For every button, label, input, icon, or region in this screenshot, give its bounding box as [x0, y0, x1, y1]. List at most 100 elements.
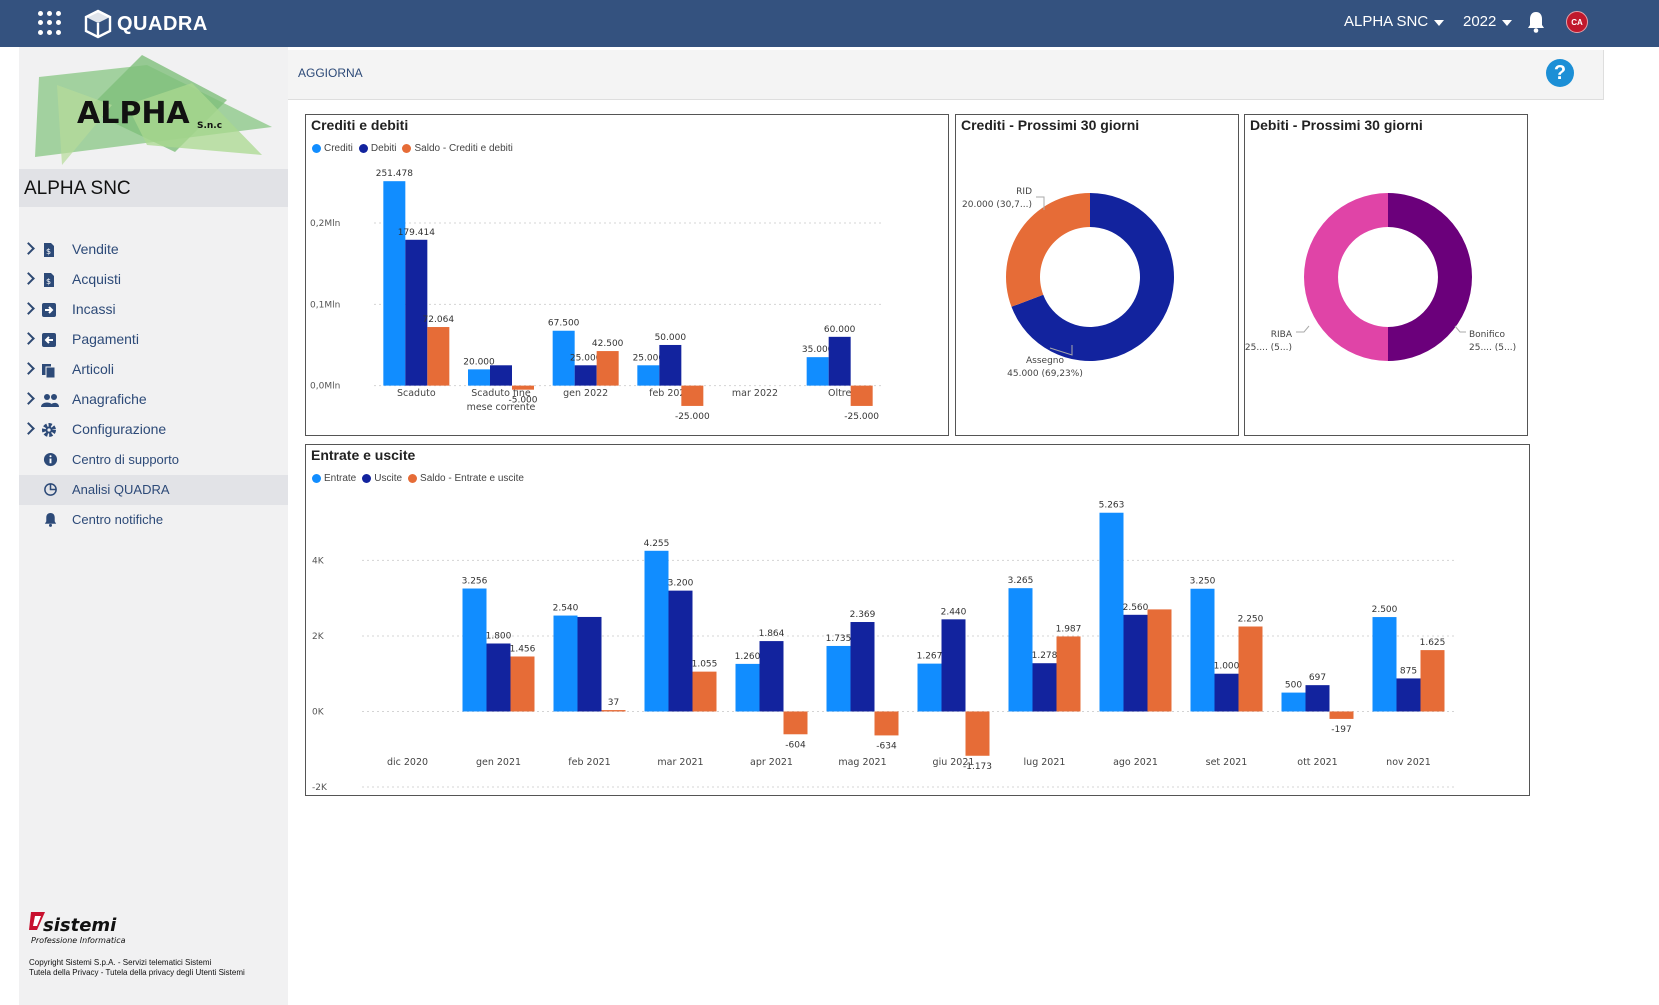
sidebar-item-centro-notifiche[interactable]: Centro notifiche [19, 505, 288, 535]
bar-saldo-crediti-e-debiti [512, 385, 534, 390]
arrow-out-icon [42, 333, 56, 347]
y-tick-label: 0,0Mln [310, 382, 340, 392]
data-label: -5.000 [508, 396, 537, 406]
company-selector-label: ALPHA SNC [1344, 13, 1429, 30]
data-label: 4.255 [644, 539, 670, 549]
sidebar-item-label: Incassi [72, 301, 116, 317]
sidebar-item-incassi[interactable]: Incassi [19, 295, 288, 325]
report-toolbar: AGGIORNA ? [288, 50, 1604, 100]
data-label: 50.000 [655, 333, 687, 343]
bar-entrate [462, 588, 487, 712]
data-label: 251.478 [376, 169, 413, 179]
data-label: 1.260 [735, 652, 761, 662]
chevron-right-icon [22, 242, 35, 255]
bar-entrate [1281, 692, 1306, 712]
slice-value-label: 25.... (5...) [1469, 343, 1516, 353]
year-selector[interactable]: 2022 [1463, 13, 1513, 30]
bar-saldo-entrate-e-uscite [510, 656, 535, 712]
help-icon[interactable]: ? [1546, 59, 1574, 87]
data-label: 67.500 [548, 319, 580, 329]
sidebar-item-anagrafiche[interactable]: Anagrafiche [19, 385, 288, 415]
apps-grid-icon[interactable] [38, 11, 64, 35]
sidebar-item-centro-supporto[interactable]: Centro di supporto [19, 445, 288, 475]
data-label: 1.735 [826, 634, 852, 644]
sidebar-item-label: Anagrafiche [72, 391, 147, 407]
bar-entrate [917, 663, 942, 712]
bar-saldo-entrate-e-uscite [1147, 609, 1172, 712]
legend-item-saldo[interactable]: Saldo - Crediti e debiti [402, 143, 513, 154]
legend-item-entrate[interactable]: Entrate [312, 473, 356, 484]
privacy-line[interactable]: Tutela della Privacy - Tutela della priv… [29, 968, 245, 977]
sidebar-item-label: Acquisti [72, 271, 122, 287]
x-tick-label: mag 2021 [838, 757, 886, 768]
donut-slice-riba [1304, 193, 1388, 361]
legend-label: Debiti [370, 143, 397, 154]
bar-saldo-entrate-e-uscite [1238, 626, 1263, 712]
x-tick-label: Scaduto fine [471, 388, 531, 399]
sidebar-item-articoli[interactable]: Articoli [19, 355, 288, 385]
sidebar-item-label: Pagamenti [72, 331, 139, 347]
x-tick-label: Oltre [828, 388, 852, 399]
crediti-debiti-chart: 0,0Mln 0,1Mln 0,2Mln Scaduto 251.478 179.414 7… [305, 114, 949, 436]
bar-uscite [1123, 614, 1148, 712]
data-label: 1.987 [1056, 624, 1082, 634]
leader-line [1036, 196, 1045, 210]
data-label: 1.055 [692, 660, 718, 670]
data-label: 1.000 [1214, 662, 1240, 672]
bar-saldo-entrate-e-uscite [783, 711, 808, 735]
legend-item-crediti[interactable]: Crediti [312, 143, 353, 154]
sidebar-item-analisi-quadra[interactable]: Analisi QUADRA [19, 475, 288, 505]
slice-value-label: 25.... (5...) [1245, 343, 1292, 353]
data-label: -25.000 [675, 412, 710, 422]
sidebar-item-vendite[interactable]: $ Vendite [19, 235, 288, 265]
company-selector[interactable]: ALPHA SNC [1344, 13, 1445, 30]
users-icon [41, 394, 59, 407]
bar-uscite [1032, 663, 1057, 712]
bell-icon [44, 512, 57, 527]
bar-uscite [486, 643, 511, 712]
x-tick-label: mese corrente [467, 402, 536, 413]
bar-saldo-entrate-e-uscite [692, 671, 717, 712]
donut-slice-rid [1006, 193, 1090, 307]
legend-item-saldo[interactable]: Saldo - Entrate e uscite [408, 473, 524, 484]
x-tick-label: giu 2021 [933, 757, 975, 768]
legend-label: Entrate [324, 473, 357, 484]
chart-title: Entrate e uscite [311, 447, 416, 463]
data-label: -1.173 [963, 762, 992, 772]
x-tick-label: dic 2020 [387, 757, 428, 768]
sistemi-tagline: Professione Informatica [31, 936, 126, 945]
refresh-button[interactable]: AGGIORNA [298, 66, 363, 80]
data-label: 25.000 [570, 353, 602, 363]
sidebar-item-pagamenti[interactable]: Pagamenti [19, 325, 288, 355]
data-label: -604 [785, 740, 806, 750]
x-tick-label: mar 2022 [732, 388, 778, 399]
data-label: -25.000 [844, 412, 879, 422]
data-label: 2.440 [941, 607, 967, 617]
bar-debiti [490, 365, 512, 386]
y-tick-label: -2K [312, 783, 328, 793]
x-tick-label: mar 2021 [657, 757, 703, 768]
data-label: 72.064 [423, 315, 455, 325]
bar-entrate [826, 645, 851, 712]
notifications-bell-icon[interactable] [1526, 11, 1546, 33]
user-avatar[interactable]: CA [1566, 11, 1588, 33]
chevron-right-icon [22, 392, 35, 405]
legend-item-uscite[interactable]: Uscite [362, 473, 402, 484]
data-label: 2.540 [553, 604, 579, 614]
bar-uscite [941, 619, 966, 712]
bar-saldo-crediti-e-debiti [427, 327, 450, 386]
bar-entrate [1099, 512, 1124, 712]
legend-dot [408, 474, 418, 483]
sidebar-item-configurazione[interactable]: Configurazione [19, 415, 288, 445]
copyright-line: Copyright Sistemi S.p.A. - Servizi telem… [29, 958, 212, 967]
legend-item-debiti[interactable]: Debiti [358, 143, 397, 154]
x-tick-label: feb 2021 [568, 757, 610, 768]
y-tick-label: 0,1Mln [310, 300, 340, 310]
year-selector-label: 2022 [1463, 13, 1497, 30]
sidebar-item-acquisti[interactable]: $ Acquisti [19, 265, 288, 295]
data-label: -634 [876, 741, 897, 751]
bar-uscite [759, 641, 784, 712]
bar-uscite [1396, 678, 1421, 712]
bar-entrate [553, 615, 578, 712]
chevron-right-icon [22, 332, 35, 345]
